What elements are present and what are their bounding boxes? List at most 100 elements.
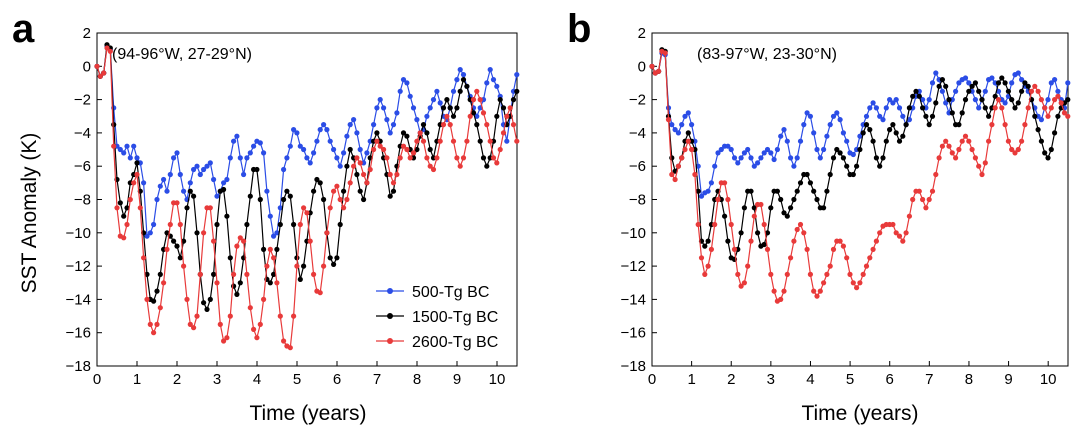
data-point	[227, 155, 233, 161]
data-point	[972, 97, 979, 103]
data-point	[361, 171, 367, 178]
data-point	[424, 113, 430, 119]
data-point	[227, 255, 233, 261]
data-point	[735, 160, 741, 166]
data-point	[407, 93, 413, 99]
data-point	[877, 113, 883, 119]
data-point	[986, 113, 992, 119]
data-point	[949, 110, 955, 116]
x-tick-label-a: 5	[293, 371, 301, 388]
data-point	[778, 133, 784, 139]
data-point	[261, 246, 267, 252]
data-point	[111, 122, 117, 128]
data-point	[764, 246, 771, 252]
data-point	[187, 321, 193, 327]
data-point	[387, 171, 393, 178]
data-point	[460, 77, 467, 83]
data-point	[364, 180, 370, 186]
x-tick-label-a: 7	[373, 371, 381, 388]
data-point	[943, 100, 949, 106]
data-point	[297, 143, 303, 149]
data-point	[771, 288, 777, 294]
data-point	[131, 143, 137, 149]
data-point	[837, 150, 843, 156]
data-point	[187, 188, 193, 194]
data-point	[969, 83, 975, 89]
y-tick-label-b: −14	[621, 291, 646, 308]
data-point	[1061, 110, 1068, 116]
data-point	[404, 133, 410, 139]
data-point	[722, 213, 728, 219]
data-point	[784, 213, 790, 219]
data-point	[1012, 150, 1018, 156]
data-point	[424, 155, 430, 161]
data-point	[939, 88, 946, 94]
data-point	[134, 171, 140, 178]
data-point	[174, 200, 180, 206]
data-point	[234, 133, 240, 139]
data-point	[374, 130, 380, 136]
data-point	[774, 188, 781, 194]
data-point	[794, 226, 800, 233]
data-point	[277, 205, 283, 211]
data-point	[254, 335, 260, 341]
data-point	[1022, 122, 1028, 128]
data-point	[454, 105, 460, 111]
data-point	[758, 201, 764, 208]
data-point	[214, 221, 220, 228]
data-point	[956, 146, 962, 153]
data-point	[334, 155, 340, 161]
data-point	[986, 138, 992, 144]
data-point	[321, 196, 327, 203]
data-point	[267, 246, 273, 252]
data-point	[324, 230, 330, 236]
data-point	[167, 171, 173, 178]
data-point	[857, 133, 863, 139]
data-point	[758, 155, 764, 161]
data-point	[494, 160, 500, 166]
data-point	[989, 75, 995, 81]
data-point	[1045, 155, 1051, 161]
data-point	[341, 150, 347, 156]
data-point	[929, 113, 936, 119]
data-point	[682, 146, 688, 153]
data-point	[857, 280, 863, 286]
data-point	[390, 188, 397, 194]
data-point	[903, 230, 909, 236]
data-point	[161, 280, 167, 286]
y-tick-label-a: −12	[66, 258, 91, 275]
data-point	[244, 221, 250, 228]
y-tick-label-a: 2	[83, 25, 91, 42]
data-point	[999, 105, 1005, 111]
data-point	[903, 122, 909, 128]
data-point	[460, 72, 467, 78]
data-point	[751, 163, 757, 169]
data-point	[480, 110, 487, 116]
data-point	[784, 271, 790, 277]
x-tick-label-b: 3	[767, 371, 775, 388]
data-point	[171, 155, 177, 161]
data-point	[685, 110, 691, 116]
data-point	[400, 130, 407, 136]
data-point	[979, 97, 985, 103]
data-point	[331, 146, 337, 153]
data-point	[197, 171, 203, 178]
y-tick-label-b: −4	[629, 125, 646, 142]
series-a-1500-tg-bc	[94, 42, 520, 312]
data-point	[107, 48, 113, 54]
data-point	[354, 155, 360, 161]
data-point	[883, 138, 889, 144]
data-point	[427, 105, 433, 111]
data-point	[817, 288, 823, 294]
data-point	[500, 105, 507, 111]
data-point	[669, 155, 675, 161]
data-point	[124, 143, 130, 149]
x-tick-label-b: 10	[1040, 371, 1057, 388]
data-point	[221, 338, 227, 344]
data-point	[999, 75, 1005, 81]
data-point	[870, 138, 876, 144]
data-point	[1009, 97, 1015, 103]
data-point	[900, 133, 906, 139]
region-annotation-b: (83-97°W, 23-30°N)	[697, 46, 837, 63]
data-point	[735, 271, 741, 277]
